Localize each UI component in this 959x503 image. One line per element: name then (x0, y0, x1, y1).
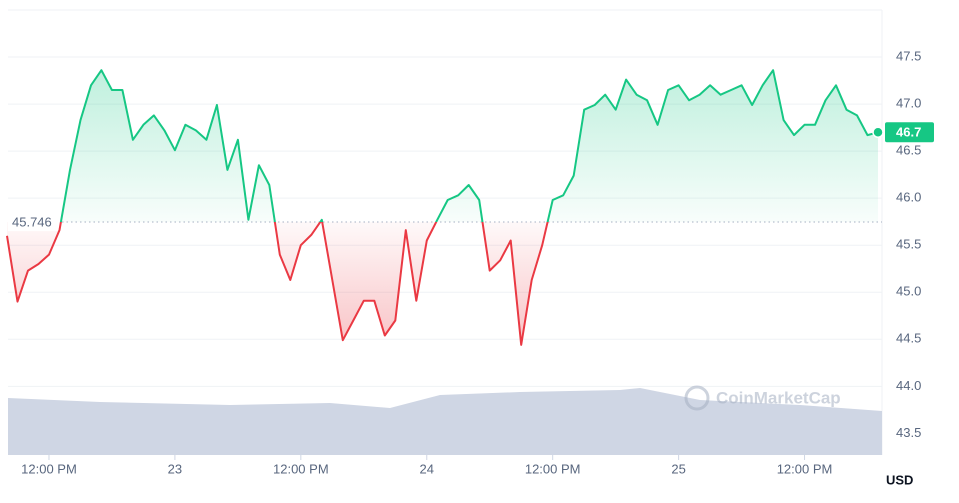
y-tick-label: 44.0 (896, 378, 921, 393)
x-tick-label: 12:00 PM (525, 461, 581, 476)
watermark-text: CoinMarketCap (716, 388, 841, 407)
y-tick-label: 44.5 (896, 331, 921, 346)
last-point (872, 126, 884, 139)
volume-area (8, 388, 882, 455)
y-tick-label: 46.0 (896, 190, 921, 205)
y-tick-label: 47.5 (896, 48, 921, 63)
y-tick-label: 43.5 (896, 425, 921, 440)
x-tick-label: 24 (420, 461, 434, 476)
y-tick-label: 47.0 (896, 96, 921, 111)
watermark: CoinMarketCap (684, 385, 841, 411)
baseline-label: 45.746 (12, 214, 52, 229)
price-tag (885, 122, 934, 143)
price-tag-label: 46.7 (896, 125, 921, 140)
x-tick-label: 12:00 PM (21, 461, 77, 476)
y-tick-label: 46.5 (896, 143, 921, 158)
x-tick-label: 12:00 PM (777, 461, 833, 476)
y-tick-label: 45.0 (896, 284, 921, 299)
y-axis-label: USD (886, 472, 913, 487)
x-tick-label: 12:00 PM (273, 461, 329, 476)
baseline-label-bg (8, 213, 60, 232)
x-tick-label: 25 (671, 461, 685, 476)
y-tick-label: 45.5 (896, 237, 921, 252)
price-line (6, 69, 879, 346)
price-area (7, 70, 878, 345)
x-tick-label: 23 (168, 461, 182, 476)
